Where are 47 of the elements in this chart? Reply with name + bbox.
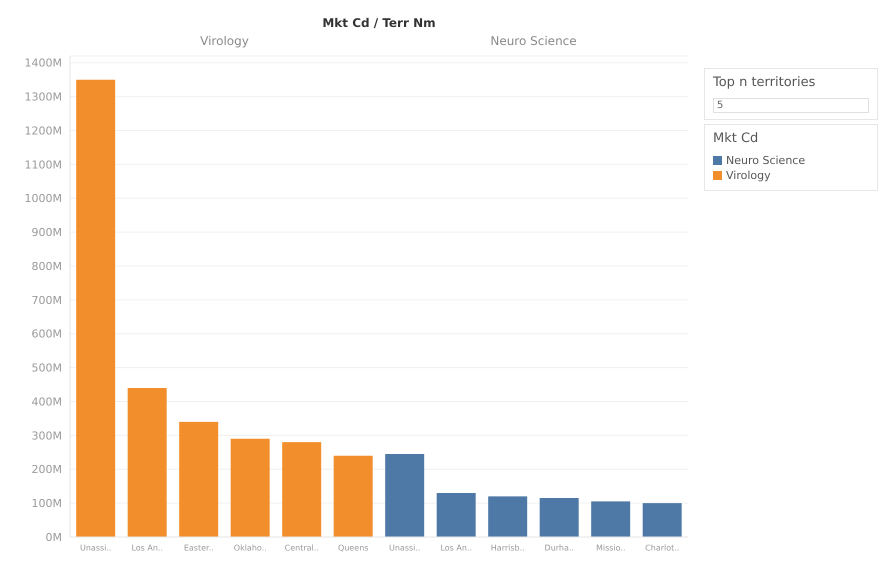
legend-title: Mkt Cd <box>713 131 760 146</box>
bar <box>334 456 373 537</box>
y-tick-label: 200M <box>32 463 62 476</box>
chart-title: Mkt Cd / Terr Nm <box>321 16 437 30</box>
x-tick-label: Los An.. <box>440 544 472 553</box>
bar <box>540 498 579 537</box>
x-tick-label: Los An.. <box>131 544 164 553</box>
y-tick-label: 100M <box>32 497 62 510</box>
bar <box>591 501 630 537</box>
bar <box>488 496 528 537</box>
bar <box>76 80 116 537</box>
x-tick-label: Queens <box>338 544 368 553</box>
bar <box>436 492 476 537</box>
bar <box>385 454 424 537</box>
y-tick-label: 800M <box>32 260 62 273</box>
text: Neuro Science <box>490 34 577 48</box>
y-tick-label: 1300M <box>24 90 62 104</box>
y-tick-label: 1100M <box>24 158 62 172</box>
bar <box>179 422 218 537</box>
x-tick-label: Easter.. <box>184 544 214 553</box>
bar <box>282 442 322 537</box>
y-tick-label: 0M <box>46 530 62 544</box>
x-tick-label: Missio.. <box>596 544 626 553</box>
text: Virology <box>200 34 249 48</box>
y-tick-label: 400M <box>32 395 62 408</box>
x-tick-label: Durha.. <box>544 544 574 553</box>
x-tick-label: Charlot.. <box>645 544 680 553</box>
x-tick-label: Unassi.. <box>80 544 112 553</box>
bar <box>128 388 167 537</box>
bar <box>230 438 270 537</box>
x-tick-label: Harrisb.. <box>490 544 525 553</box>
text: 5 <box>713 98 869 113</box>
y-tick-label: 700M <box>32 294 62 307</box>
y-tick-label: 1000M <box>24 192 62 206</box>
y-tick-label: 1200M <box>24 124 62 138</box>
x-tick-label: Unassi.. <box>389 544 420 553</box>
x-tick-label: Central.. <box>284 544 319 553</box>
y-tick-label: 500M <box>32 362 62 375</box>
bar <box>642 503 682 537</box>
y-tick-label: 900M <box>32 226 62 240</box>
y-tick-label: 300M <box>32 429 62 442</box>
y-tick-label: 1400M <box>24 56 62 70</box>
text: Top n territories <box>713 75 816 90</box>
y-tick-label: 600M <box>32 328 62 341</box>
legend-label: Virology <box>725 169 772 182</box>
x-tick-label: Oklaho.. <box>234 544 267 553</box>
legend-label: Neuro Science <box>725 154 806 167</box>
